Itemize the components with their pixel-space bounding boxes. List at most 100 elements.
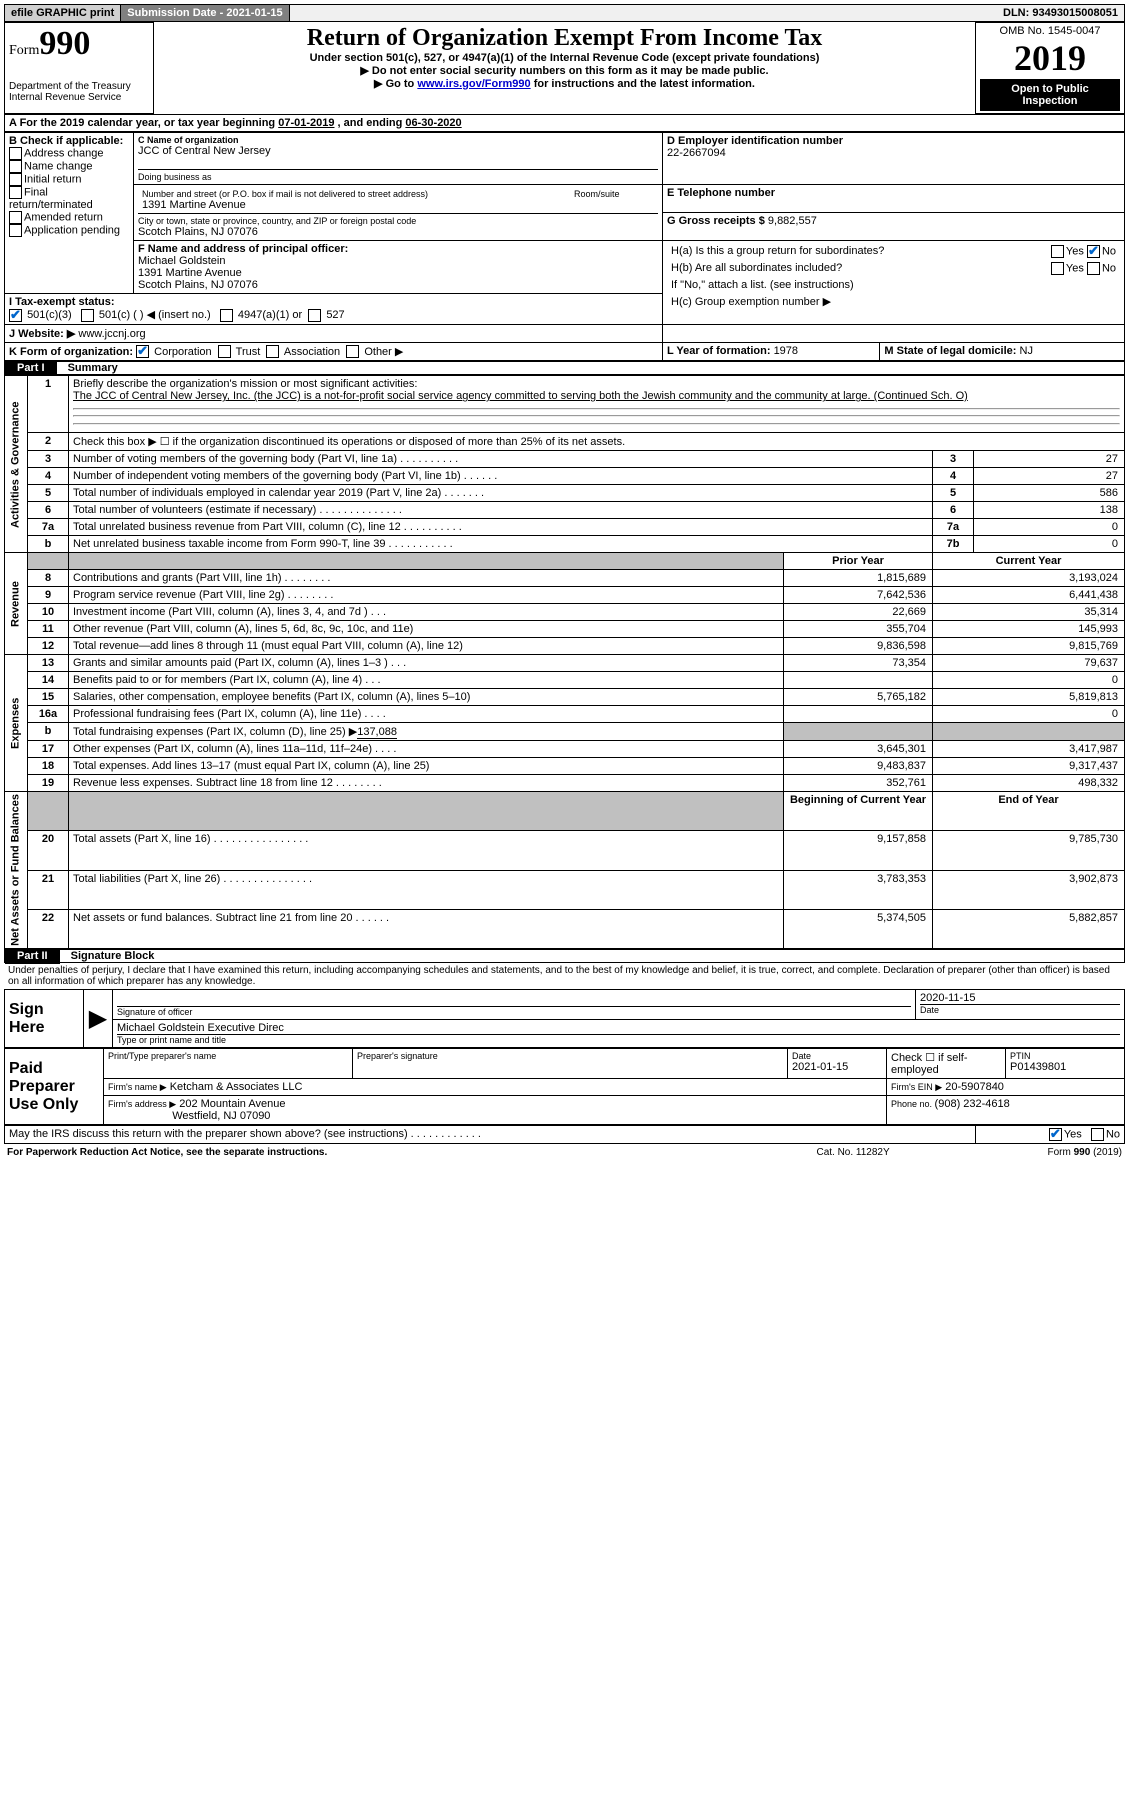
side-activities: Activities & Governance [5,376,28,553]
tax-exempt-label: I Tax-exempt status: [9,296,115,308]
cb-final[interactable]: Final return/terminated [9,186,129,211]
l17: Other expenses (Part IX, column (A), lin… [69,741,784,758]
cb-corp[interactable] [136,345,149,358]
hb-label: H(b) Are all subordinates included? [671,262,842,274]
p15: 5,765,182 [784,689,933,706]
l8: Contributions and grants (Part VIII, lin… [69,570,784,587]
assoc-label: Association [284,346,340,358]
ha-yes-label: Yes [1066,245,1084,257]
c8: 3,193,024 [933,570,1125,587]
p13: 73,354 [784,655,933,672]
cb-trust[interactable] [218,345,231,358]
city-label: City or town, state or province, country… [138,213,658,226]
dba-label: Doing business as [138,169,658,182]
p17: 3,645,301 [784,741,933,758]
l14: Benefits paid to or for members (Part IX… [69,672,784,689]
cb-addr-change[interactable]: Address change [9,147,129,160]
sign-arrow-icon: ▶ [84,990,113,1048]
prep-check[interactable]: Check ☐ if self-employed [887,1049,1006,1079]
l16b-pre: Total fundraising expenses (Part IX, col… [73,726,357,738]
discuss-label: May the IRS discuss this return with the… [9,1128,481,1140]
period-mid: , and ending [338,117,406,129]
l10: Investment income (Part VIII, column (A)… [69,604,784,621]
p19: 352,761 [784,775,933,792]
dept-treasury: Department of the Treasury Internal Reve… [9,81,149,103]
form990-link[interactable]: www.irs.gov/Form990 [417,78,530,90]
ein-value: 22-2667094 [667,147,1120,159]
p8: 1,815,689 [784,570,933,587]
period-end: 06-30-2020 [405,117,461,129]
firm-ein-label: Firm's EIN ▶ [891,1082,942,1092]
topbar: efile GRAPHIC print Submission Date - 20… [4,4,1125,22]
l20: Total assets (Part X, line 16) . . . . .… [69,831,784,870]
side-netassets: Net Assets or Fund Balances [5,792,28,949]
officer-label: F Name and address of principal officer: [138,243,658,255]
part-i-header: Part I Summary [4,361,1125,375]
form-number: Form990 [9,25,149,63]
hb-yes[interactable] [1051,262,1064,275]
ptin-label: PTIN [1010,1051,1120,1061]
cb-assoc[interactable] [266,345,279,358]
other-label: Other ▶ [364,346,403,358]
side-expenses: Expenses [5,655,28,792]
officer-addr2: Scotch Plains, NJ 07076 [138,279,658,291]
discuss-no: No [1106,1128,1120,1140]
l7a: Total unrelated business revenue from Pa… [69,519,933,536]
cb-other[interactable] [346,345,359,358]
part-ii-title: Signature Block [63,950,155,962]
app-pending-label: Application pending [24,224,120,236]
l1-label: Briefly describe the organization's miss… [73,378,417,390]
p21: 3,783,353 [784,870,933,909]
l16b-val: 137,088 [357,726,397,739]
paid-preparer: Paid Preparer Use Only [5,1049,104,1125]
cb-501c[interactable] [81,309,94,322]
ha-no[interactable] [1087,245,1100,258]
part-i-body: Activities & Governance 1 Briefly descri… [4,375,1125,949]
l3: Number of voting members of the governin… [69,451,933,468]
form-subtitle-1: Under section 501(c), 527, or 4947(a)(1)… [158,52,971,64]
c17: 3,417,987 [933,741,1125,758]
footer-form: Form 990 (2019) [943,1146,1123,1159]
firm-ein: 20-5907840 [945,1081,1004,1093]
l9: Program service revenue (Part VIII, line… [69,587,784,604]
cb-501c3[interactable] [9,309,22,322]
form-prefix: Form [9,43,39,58]
l19: Revenue less expenses. Subtract line 18 … [69,775,784,792]
period-begin: 07-01-2019 [278,117,334,129]
website-value: www.jccnj.org [78,328,145,340]
efile-button[interactable]: efile GRAPHIC print [5,5,121,21]
firm-name: Ketcham & Associates LLC [170,1081,303,1093]
discuss-yes-cb[interactable] [1049,1128,1062,1141]
c10: 35,314 [933,604,1125,621]
discuss-no-cb[interactable] [1091,1128,1104,1141]
sub3-post: for instructions and the latest informat… [531,78,755,90]
part-ii-header: Part II Signature Block [4,949,1125,963]
submission-label: Submission Date - [127,7,226,19]
footer-cat: Cat. No. 11282Y [765,1146,942,1159]
cb-name-change[interactable]: Name change [9,160,129,173]
c9: 6,441,438 [933,587,1125,604]
cb-initial[interactable]: Initial return [9,173,129,186]
c22: 5,882,857 [933,909,1125,948]
cb-amended[interactable]: Amended return [9,211,129,224]
name-change-label: Name change [24,160,93,172]
501c3-label: 501(c)(3) [27,309,72,321]
signature-block: Sign Here ▶ Signature of officer 2020-11… [4,989,1125,1048]
period-row: A For the 2019 calendar year, or tax yea… [4,114,1125,132]
cb-4947[interactable] [220,309,233,322]
ha-yes[interactable] [1051,245,1064,258]
trust-label: Trust [236,346,261,358]
hb-no[interactable] [1087,262,1100,275]
sig-date-value: 2020-11-15 [920,992,1120,1005]
preparer-block: Paid Preparer Use Only Print/Type prepar… [4,1048,1125,1125]
firm-phone: (908) 232-4618 [935,1098,1010,1110]
v7a: 0 [974,519,1125,536]
phone-label: E Telephone number [667,187,1120,199]
l5: Total number of individuals employed in … [69,485,933,502]
cb-527[interactable] [308,309,321,322]
cb-app-pending[interactable]: Application pending [9,224,129,237]
prep-date-label: Date [792,1051,882,1061]
sig-type-label: Type or print name and title [117,1035,1120,1045]
prep-sig-label: Preparer's signature [357,1051,783,1061]
gross-receipts-label: G Gross receipts $ [667,215,768,227]
